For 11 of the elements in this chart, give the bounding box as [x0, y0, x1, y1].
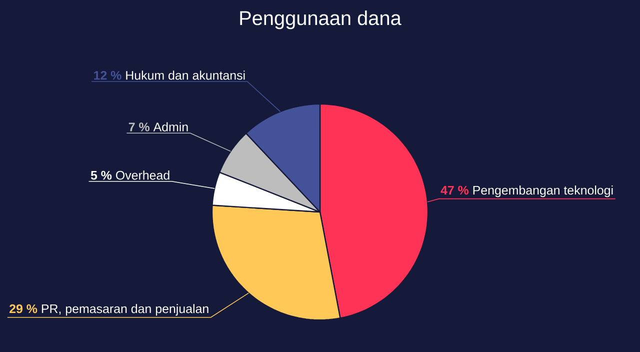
slice-label: PR, pemasaran dan penjualan — [42, 304, 208, 316]
data-label: 12 % — [94, 70, 122, 80]
slice-label: Overhead — [116, 170, 170, 180]
slice-label: Pengembangan teknologi — [473, 186, 613, 198]
data-label: 29 % — [10, 304, 38, 314]
slice-label: Hukum dan akuntansi — [126, 70, 245, 80]
slice-label: Admin — [153, 122, 188, 132]
chart-title: Penggunaan dana — [240, 10, 402, 30]
data-label: 5 % — [90, 170, 112, 180]
data-label: 7 % — [128, 122, 150, 132]
data-label: 47 % — [440, 186, 469, 195]
